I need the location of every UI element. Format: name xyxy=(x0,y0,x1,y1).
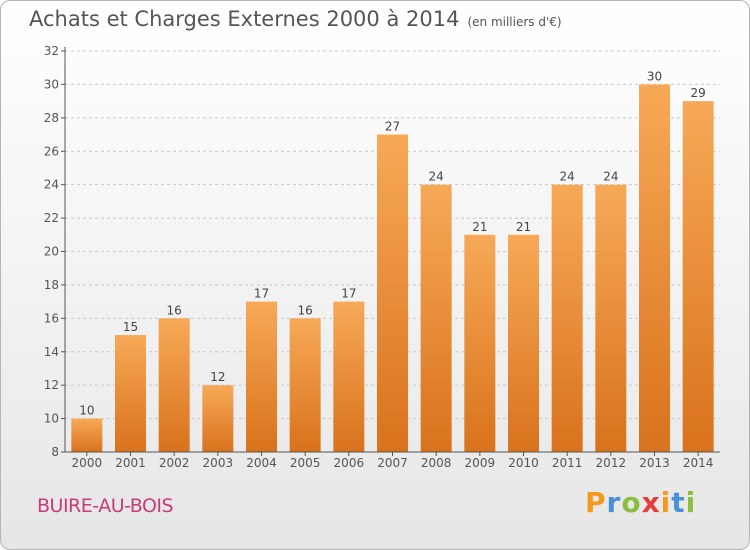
x-tick-label-2011: 2011 xyxy=(552,456,583,470)
x-tick-label-2006: 2006 xyxy=(334,456,365,470)
y-tick-label: 30 xyxy=(44,77,59,91)
x-tick-label-2012: 2012 xyxy=(596,456,627,470)
y-tick-label: 8 xyxy=(51,445,59,459)
bar-2009 xyxy=(464,234,496,452)
bar-2012 xyxy=(595,184,627,452)
data-label-2000: 10 xyxy=(79,404,94,418)
logo-letter: x xyxy=(641,486,661,519)
y-tick-label: 32 xyxy=(44,44,59,58)
data-label-2011: 24 xyxy=(560,170,575,184)
y-tick-label: 26 xyxy=(44,144,59,158)
logo-letter: o xyxy=(621,486,642,519)
y-tick-label: 16 xyxy=(44,311,59,325)
data-label-2007: 27 xyxy=(385,120,400,134)
data-label-2009: 21 xyxy=(472,220,487,234)
bar-2003 xyxy=(202,385,234,452)
bar-2005 xyxy=(289,318,321,452)
data-label-2001: 15 xyxy=(123,320,138,334)
data-label-2002: 16 xyxy=(167,303,182,317)
chart-unit: (en milliers d'€) xyxy=(467,15,562,29)
x-tick-label-2004: 2004 xyxy=(246,456,277,470)
bar-2000 xyxy=(71,418,103,452)
x-tick-label-2000: 2000 xyxy=(72,456,103,470)
data-label-2006: 17 xyxy=(341,287,356,301)
x-tick-label-2007: 2007 xyxy=(377,456,408,470)
x-tick-label-2013: 2013 xyxy=(639,456,670,470)
y-tick-label: 22 xyxy=(44,211,59,225)
town-name: BUIRE-AU-BOIS xyxy=(37,495,174,517)
logo-letter: P xyxy=(585,486,607,519)
y-tick-label: 12 xyxy=(44,378,59,392)
y-tick-label: 14 xyxy=(44,345,59,359)
y-tick-label: 24 xyxy=(44,178,59,192)
data-label-2005: 16 xyxy=(298,303,313,317)
data-label-2010: 21 xyxy=(516,220,531,234)
x-tick-label-2005: 2005 xyxy=(290,456,321,470)
x-tick-label-2008: 2008 xyxy=(421,456,452,470)
x-tick-label-2009: 2009 xyxy=(465,456,496,470)
y-tick-label: 20 xyxy=(44,245,59,259)
y-tick-label: 28 xyxy=(44,111,59,125)
data-label-2004: 17 xyxy=(254,287,269,301)
bar-2004 xyxy=(246,301,277,452)
y-tick-label: 10 xyxy=(44,412,59,426)
data-label-2013: 30 xyxy=(647,69,662,83)
bar-2011 xyxy=(551,184,583,452)
data-label-2003: 12 xyxy=(210,370,225,384)
bar-2013 xyxy=(639,84,670,453)
logo-letter: t xyxy=(671,486,686,519)
x-tick-label-2010: 2010 xyxy=(508,456,539,470)
data-label-2008: 24 xyxy=(429,170,444,184)
logo-letter: i xyxy=(685,486,697,519)
x-tick-label-2002: 2002 xyxy=(159,456,190,470)
bar-2006 xyxy=(333,301,365,452)
bar-2014 xyxy=(682,101,714,452)
bar-2008 xyxy=(420,184,452,452)
bar-2002 xyxy=(158,318,190,452)
chart-title: Achats et Charges Externes 2000 à 2014 (e… xyxy=(29,7,562,31)
bar-2001 xyxy=(115,335,146,452)
logo-letter: i xyxy=(660,486,672,519)
bar-2010 xyxy=(508,234,539,452)
y-tick-label: 18 xyxy=(44,278,59,292)
data-label-2012: 24 xyxy=(603,170,618,184)
x-tick-label-2003: 2003 xyxy=(203,456,234,470)
x-tick-label-2014: 2014 xyxy=(683,456,714,470)
bar-2007 xyxy=(377,134,408,452)
chart-title-text: Achats et Charges Externes 2000 à 2014 xyxy=(29,7,460,31)
proxiti-logo: Proxiti xyxy=(585,486,696,519)
data-label-2014: 29 xyxy=(691,86,706,100)
logo-letter: r xyxy=(606,486,622,519)
x-tick-label-2001: 2001 xyxy=(115,456,146,470)
